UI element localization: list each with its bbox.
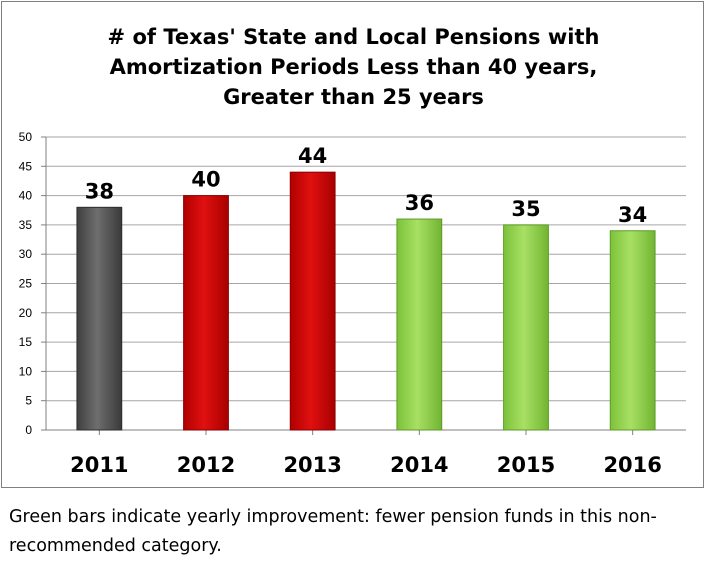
y-tick-label: 20 xyxy=(19,306,33,320)
y-tick-label: 0 xyxy=(25,423,32,437)
y-tick-label: 50 xyxy=(19,130,33,144)
x-tick-label-2016: 2016 xyxy=(603,453,661,477)
bar-chart: 0 5 10 15 20 25 30 35 40 45 50 38 2011 40 2012 44 2013 3… xyxy=(19,130,686,477)
y-tick-label: 35 xyxy=(19,218,33,232)
y-tick-label: 15 xyxy=(19,335,33,349)
data-label-2015: 35 xyxy=(511,197,540,221)
data-label-2016: 34 xyxy=(618,203,647,227)
y-tick-label: 45 xyxy=(19,159,33,173)
bar-2016 xyxy=(609,230,656,431)
y-tick-label: 10 xyxy=(19,364,33,378)
data-label-2013: 44 xyxy=(298,144,327,168)
bar-2012 xyxy=(183,195,229,431)
data-label-2012: 40 xyxy=(191,168,220,192)
data-label-2014: 36 xyxy=(405,191,434,215)
y-tick-label: 5 xyxy=(25,394,32,408)
bar-2015 xyxy=(503,224,549,431)
data-label-2011: 38 xyxy=(85,179,114,203)
chart-title: # of Texas' State and Local Pensions wit… xyxy=(107,25,600,109)
bar-2011 xyxy=(76,206,123,431)
x-tick-label-2014: 2014 xyxy=(390,453,448,477)
x-tick-label-2011: 2011 xyxy=(70,453,128,477)
y-tick-label: 30 xyxy=(19,247,33,261)
x-tick-label-2015: 2015 xyxy=(497,453,555,477)
bar-2013 xyxy=(289,171,336,431)
x-tick-label-2013: 2013 xyxy=(283,453,341,477)
bar-2014 xyxy=(396,218,443,431)
chart-caption: Green bars indicate yearly improvement: … xyxy=(9,507,657,556)
y-tick-label: 25 xyxy=(19,277,33,291)
y-tick-label: 40 xyxy=(19,189,33,203)
x-tick-label-2012: 2012 xyxy=(177,453,235,477)
